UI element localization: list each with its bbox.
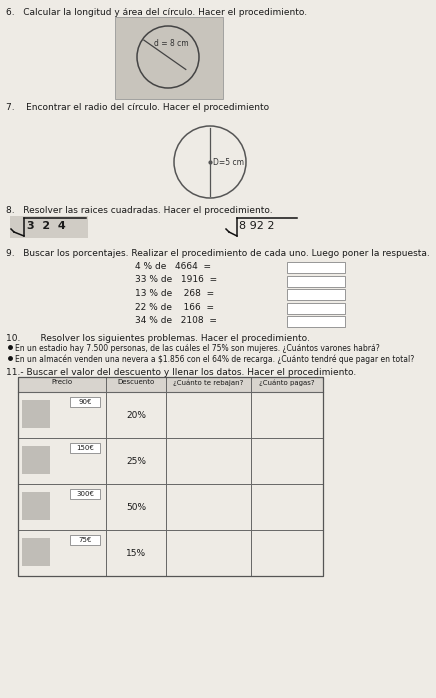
FancyBboxPatch shape bbox=[22, 492, 50, 520]
FancyBboxPatch shape bbox=[115, 17, 223, 99]
FancyBboxPatch shape bbox=[22, 400, 50, 428]
Text: 6.   Calcular la longitud y área del círculo. Hacer el procedimiento.: 6. Calcular la longitud y área del círcu… bbox=[6, 8, 307, 17]
Text: 3  2  4: 3 2 4 bbox=[27, 221, 66, 231]
FancyBboxPatch shape bbox=[70, 397, 100, 407]
Text: 20%: 20% bbox=[126, 411, 146, 420]
FancyBboxPatch shape bbox=[70, 443, 100, 453]
Text: 90€: 90€ bbox=[78, 399, 92, 405]
Text: ¿Cuánto te rebajan?: ¿Cuánto te rebajan? bbox=[174, 379, 244, 385]
Text: 50%: 50% bbox=[126, 503, 146, 512]
FancyBboxPatch shape bbox=[70, 489, 100, 499]
FancyBboxPatch shape bbox=[10, 216, 88, 238]
Text: 25%: 25% bbox=[126, 457, 146, 466]
Text: 8.   Resolver las raices cuadradas. Hacer el procedimiento.: 8. Resolver las raices cuadradas. Hacer … bbox=[6, 206, 272, 215]
Text: Descuento: Descuento bbox=[117, 379, 155, 385]
Text: d = 8 cm: d = 8 cm bbox=[154, 39, 189, 48]
Text: 13 % de    268  =: 13 % de 268 = bbox=[135, 289, 214, 298]
Text: 34 % de   2108  =: 34 % de 2108 = bbox=[135, 316, 217, 325]
Text: En un almacén venden una nevera a $1.856 con el 64% de recarga. ¿Cuánto tendré q: En un almacén venden una nevera a $1.856… bbox=[15, 355, 414, 364]
Text: 10.       Resolver los siguientes problemas. Hacer el procedimiento.: 10. Resolver los siguientes problemas. H… bbox=[6, 334, 310, 343]
Text: Precio: Precio bbox=[51, 379, 72, 385]
Text: 150€: 150€ bbox=[76, 445, 94, 450]
Text: 33 % de   1916  =: 33 % de 1916 = bbox=[135, 276, 217, 285]
Text: 8 92 2: 8 92 2 bbox=[239, 221, 275, 231]
FancyBboxPatch shape bbox=[287, 276, 345, 286]
Text: ¿Cuánto pagas?: ¿Cuánto pagas? bbox=[259, 379, 315, 385]
FancyBboxPatch shape bbox=[287, 316, 345, 327]
Text: En un estadio hay 7.500 personas, de las cuáles el 75% son mujeres. ¿Cuántos var: En un estadio hay 7.500 personas, de las… bbox=[15, 344, 380, 353]
Text: 9.   Buscar los porcentajes. Realizar el procedimiento de cada uno. Luego poner : 9. Buscar los porcentajes. Realizar el p… bbox=[6, 249, 430, 258]
FancyBboxPatch shape bbox=[287, 302, 345, 313]
FancyBboxPatch shape bbox=[22, 446, 50, 474]
FancyBboxPatch shape bbox=[287, 262, 345, 273]
Text: 4 % de   4664  =: 4 % de 4664 = bbox=[135, 262, 211, 271]
FancyBboxPatch shape bbox=[287, 289, 345, 300]
Text: 22 % de    166  =: 22 % de 166 = bbox=[135, 302, 214, 311]
Text: 300€: 300€ bbox=[76, 491, 94, 496]
FancyBboxPatch shape bbox=[18, 377, 323, 392]
Text: 11.- Buscar el valor del descuento y llenar los datos. Hacer el procedimiento.: 11.- Buscar el valor del descuento y lle… bbox=[6, 368, 356, 377]
Text: 75€: 75€ bbox=[78, 537, 92, 542]
Text: 15%: 15% bbox=[126, 549, 146, 558]
Text: D=5 cm: D=5 cm bbox=[213, 158, 244, 167]
FancyBboxPatch shape bbox=[22, 538, 50, 566]
FancyBboxPatch shape bbox=[70, 535, 100, 545]
Text: 7.    Encontrar el radio del círculo. Hacer el procedimiento: 7. Encontrar el radio del círculo. Hacer… bbox=[6, 103, 269, 112]
